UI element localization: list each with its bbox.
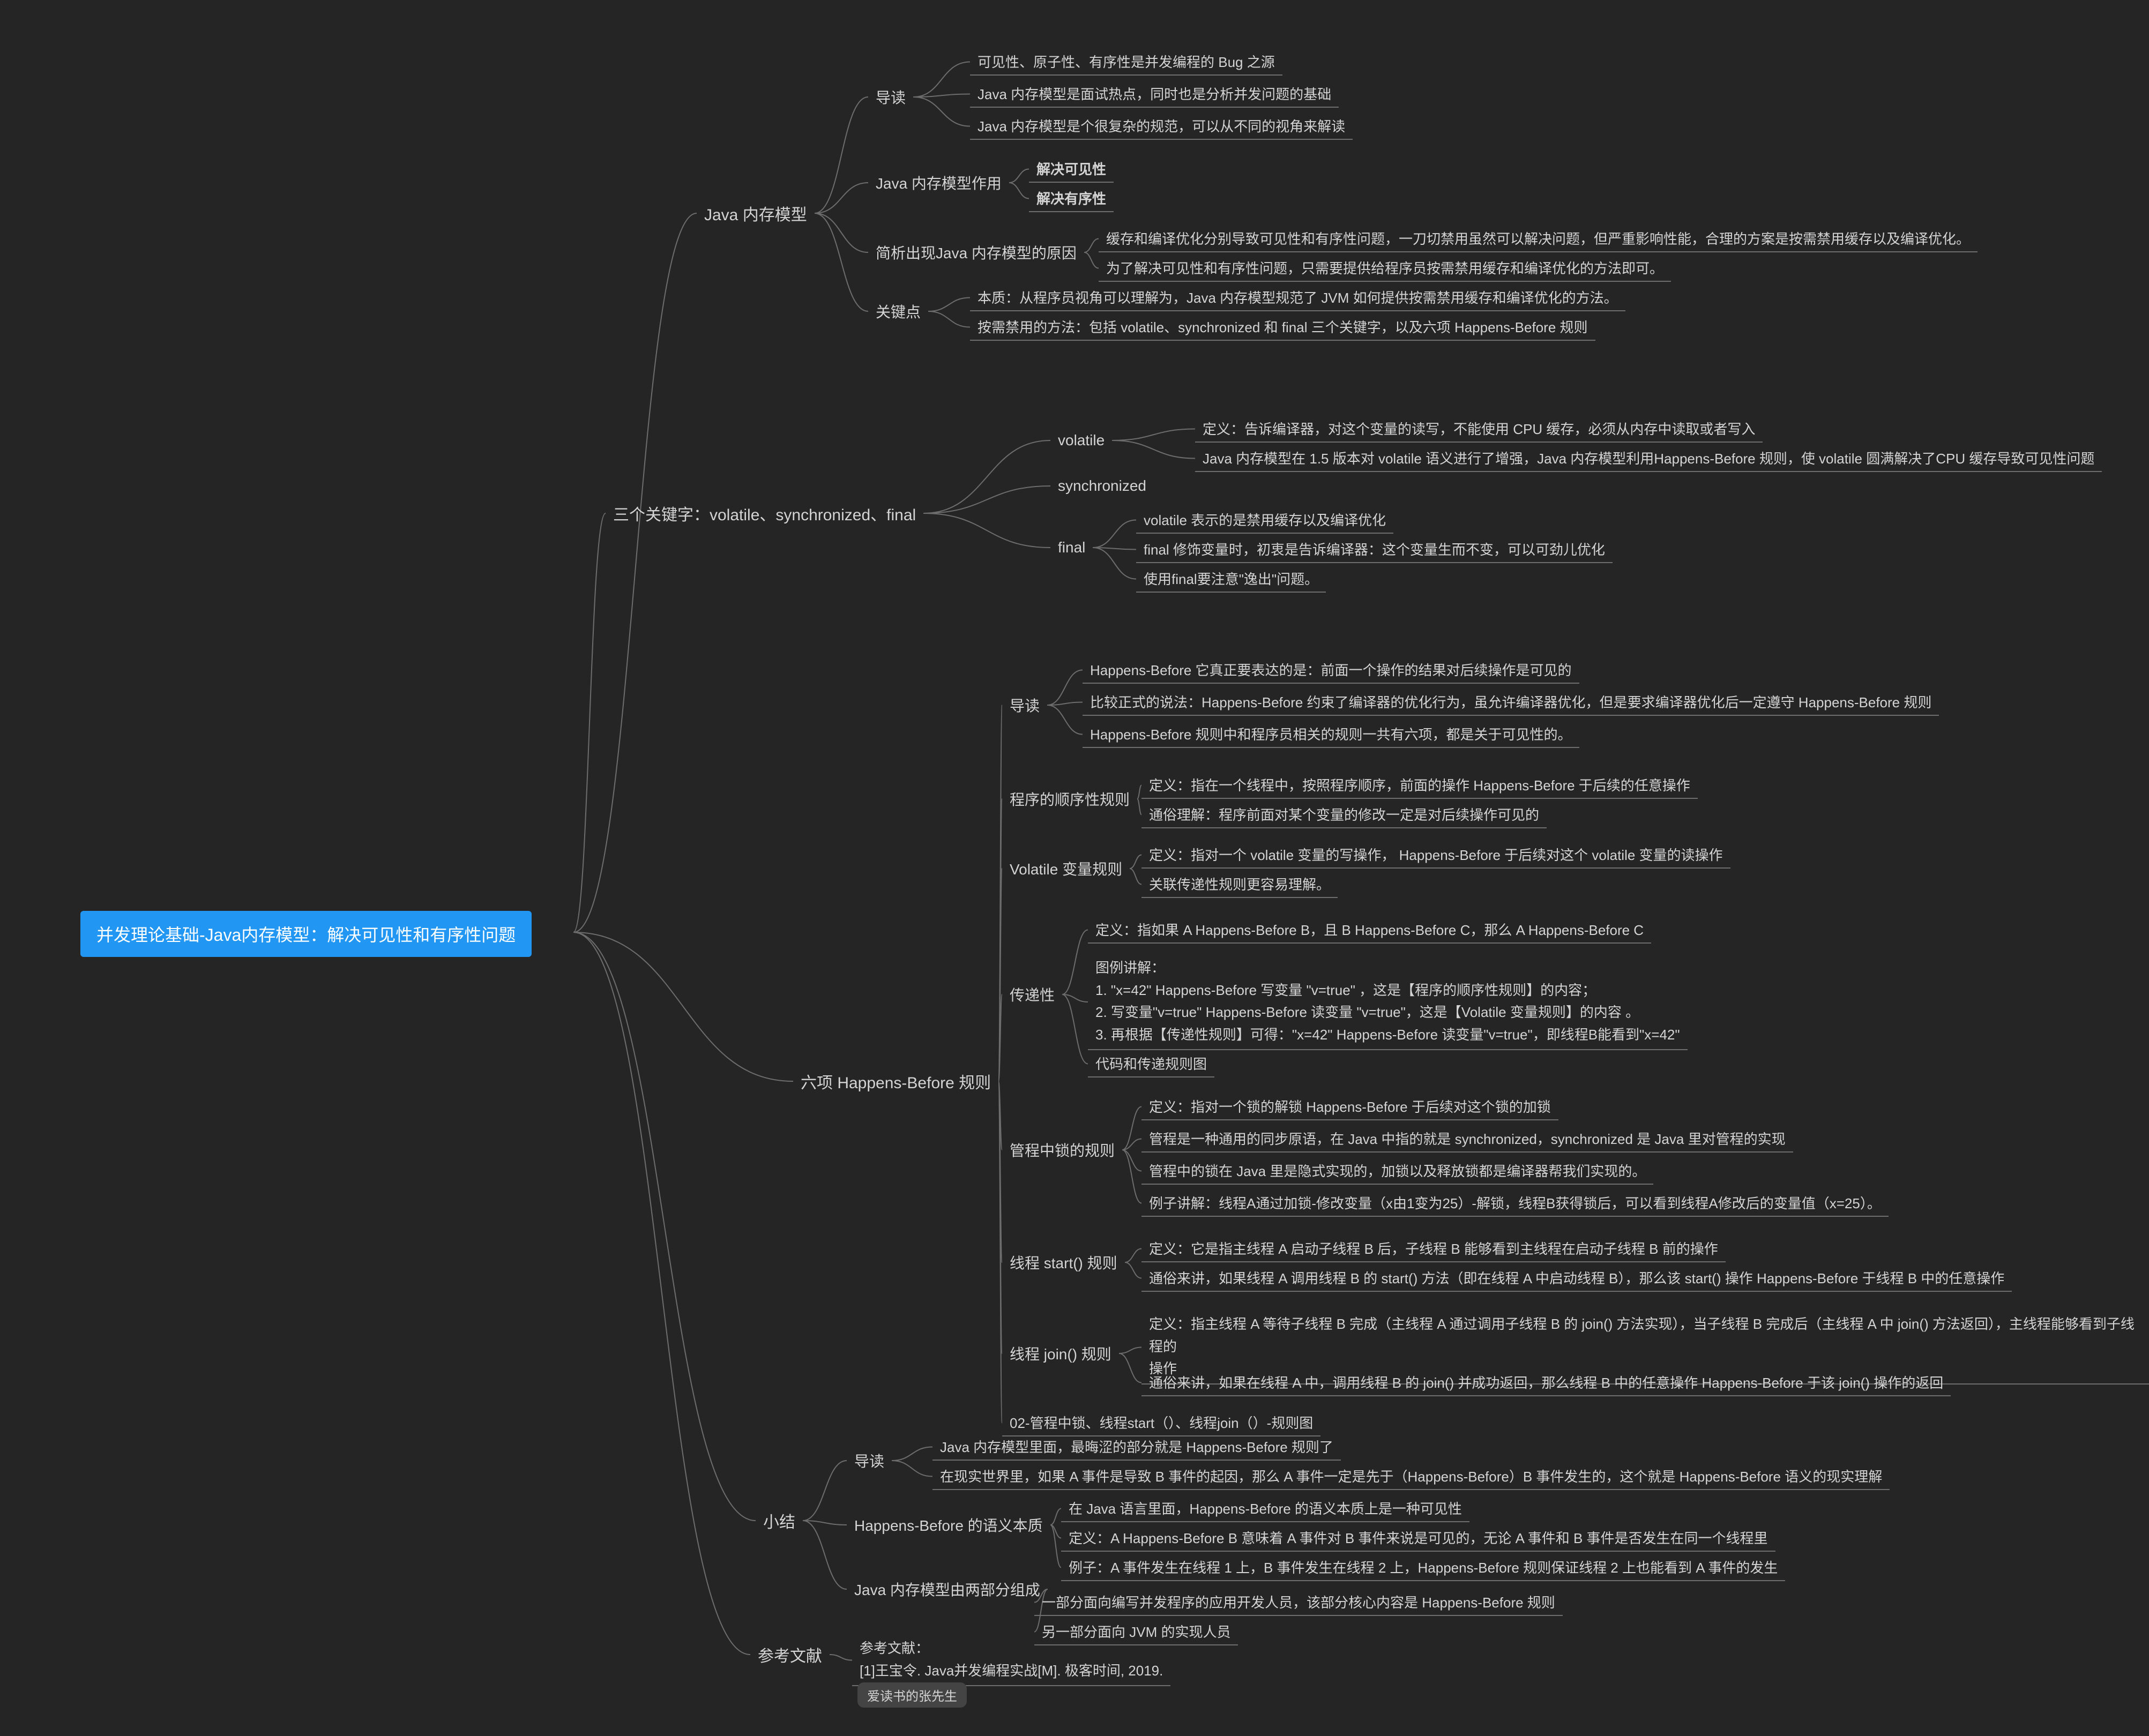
- branch-b3: 六项 Happens-Before 规则: [793, 1066, 998, 1096]
- sub-b4s1: 导读: [847, 1447, 892, 1475]
- sub-b3s2: 程序的顺序性规则: [1002, 785, 1137, 813]
- sub-b2s1: volatile: [1050, 429, 1112, 452]
- sub-b3s3: Volatile 变量规则: [1002, 855, 1130, 882]
- sub-b2s2: synchronized: [1050, 474, 1154, 498]
- sub-b1s2: Java 内存模型作用: [868, 169, 1009, 197]
- sub-b4s2: Happens-Before 的语义本质: [847, 1511, 1050, 1539]
- root-node: 并发理论基础-Java内存模型：解决可见性和有序性问题: [80, 911, 532, 957]
- sub-b2s3: final: [1050, 536, 1093, 559]
- sub-b3s6: 线程 start() 规则: [1002, 1248, 1125, 1276]
- sub-b3s7: 线程 join() 规则: [1002, 1340, 1119, 1367]
- sub-b3s1: 导读: [1002, 691, 1047, 719]
- branch-b5: 参考文献: [750, 1640, 830, 1670]
- branch-b1: Java 内存模型: [697, 198, 815, 228]
- sub-b3s8: 02-管程中锁、线程start（）、线程join（）-规则图: [1002, 1409, 1320, 1436]
- author-badge: 爱读书的张先生: [857, 1682, 967, 1708]
- sub-b1s1: 导读: [868, 83, 913, 111]
- reference-text: 参考文献： [1]王宝令. Java并发编程实战[M]. 极客时间, 2019.: [852, 1634, 1170, 1686]
- sub-b4s3: Java 内存模型由两部分组成: [847, 1575, 1048, 1603]
- sub-b1s3: 简析出现Java 内存模型的原因: [868, 238, 1084, 266]
- sub-b1s4: 关键点: [868, 297, 928, 325]
- sub-b3s4: 传递性: [1002, 981, 1062, 1008]
- sub-b3s5: 管程中锁的规则: [1002, 1136, 1122, 1164]
- branch-b4: 小结: [756, 1506, 803, 1536]
- branch-b2: 三个关键字：volatile、synchronized、final: [606, 498, 923, 528]
